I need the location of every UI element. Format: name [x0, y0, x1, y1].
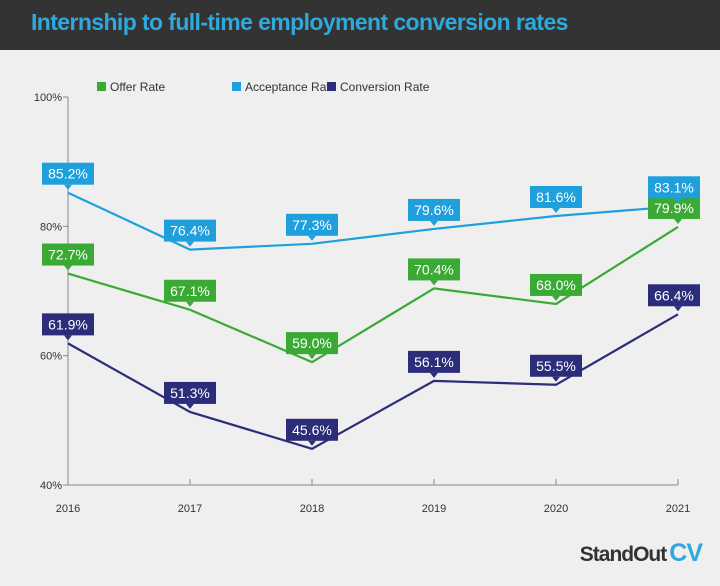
data-label-box	[530, 354, 582, 377]
data-label: 77.3%	[292, 217, 332, 233]
data-label-box	[530, 273, 582, 296]
logo-text-cv: CV	[669, 539, 703, 567]
data-label: 79.9%	[654, 200, 694, 216]
data-label-pointer	[552, 295, 560, 301]
legend-swatch	[97, 82, 106, 91]
series-line	[67, 191, 679, 251]
data-label: 70.4%	[414, 261, 454, 277]
data-label-box	[408, 258, 460, 281]
data-label-box	[164, 279, 216, 302]
x-tick-label: 2019	[422, 503, 446, 515]
data-label-box	[42, 243, 94, 266]
data-label-box	[42, 162, 94, 185]
data-label: 59.0%	[292, 335, 332, 351]
data-label-box	[164, 219, 216, 242]
y-tick-label: 40%	[40, 480, 62, 492]
data-label: 56.1%	[414, 354, 454, 370]
legend-swatch	[232, 82, 241, 91]
data-label: 83.1%	[654, 179, 694, 195]
data-label-box	[42, 313, 94, 336]
data-label: 76.4%	[170, 223, 210, 239]
data-label-pointer	[674, 198, 682, 204]
data-label-pointer	[308, 354, 316, 360]
data-label: 72.7%	[48, 247, 88, 263]
data-label-pointer	[674, 218, 682, 224]
data-label-pointer	[430, 372, 438, 378]
data-label: 68.0%	[536, 277, 576, 293]
x-tick-label: 2020	[544, 503, 568, 515]
series-line	[67, 313, 679, 450]
data-label-box	[286, 213, 338, 236]
y-tick-label: 80%	[40, 221, 62, 233]
data-label: 45.6%	[292, 422, 332, 438]
y-tick-label: 60%	[40, 351, 62, 363]
x-tick-label: 2018	[300, 503, 324, 515]
x-tick-label: 2017	[178, 503, 202, 515]
legend-label: Conversion Rate	[340, 80, 430, 94]
data-label: 81.6%	[536, 189, 576, 205]
data-label-box	[648, 196, 700, 219]
data-label-pointer	[64, 184, 72, 190]
data-label: 61.9%	[48, 316, 88, 332]
data-label-pointer	[186, 241, 194, 247]
data-label: 66.4%	[654, 287, 694, 303]
data-label-box	[408, 198, 460, 221]
data-label-pointer	[64, 265, 72, 271]
data-label-pointer	[308, 235, 316, 241]
data-label-pointer	[186, 403, 194, 409]
data-label: 79.6%	[414, 202, 454, 218]
data-label-box	[648, 284, 700, 307]
x-tick-label: 2021	[666, 503, 690, 515]
data-label: 55.5%	[536, 358, 576, 374]
legend-swatch	[327, 82, 336, 91]
data-label-box	[286, 332, 338, 355]
y-tick-label: 100%	[34, 92, 62, 104]
data-label-box	[164, 381, 216, 404]
standout-cv-logo: StandOut CV	[579, 539, 703, 568]
logo-text-standout: StandOut	[579, 543, 667, 566]
chart-title: Internship to full-time employment conve…	[31, 9, 568, 35]
data-label: 67.1%	[170, 283, 210, 299]
legend-label: Offer Rate	[110, 80, 165, 94]
data-label-pointer	[186, 301, 194, 307]
data-label-pointer	[552, 376, 560, 382]
header-bar: Internship to full-time employment conve…	[0, 0, 720, 50]
x-tick-label: 2016	[56, 503, 80, 515]
data-label-box	[648, 176, 700, 199]
legend-label: Acceptance Rate	[245, 80, 337, 94]
data-label-pointer	[552, 207, 560, 213]
data-label-box	[286, 418, 338, 441]
data-label-pointer	[430, 280, 438, 286]
series-line	[67, 226, 679, 364]
data-label: 51.3%	[170, 385, 210, 401]
data-label-pointer	[674, 306, 682, 312]
data-label-pointer	[64, 335, 72, 341]
data-label-box	[408, 350, 460, 373]
data-label-pointer	[308, 440, 316, 446]
data-label-box	[530, 185, 582, 208]
data-label-pointer	[430, 220, 438, 226]
data-label: 85.2%	[48, 166, 88, 182]
